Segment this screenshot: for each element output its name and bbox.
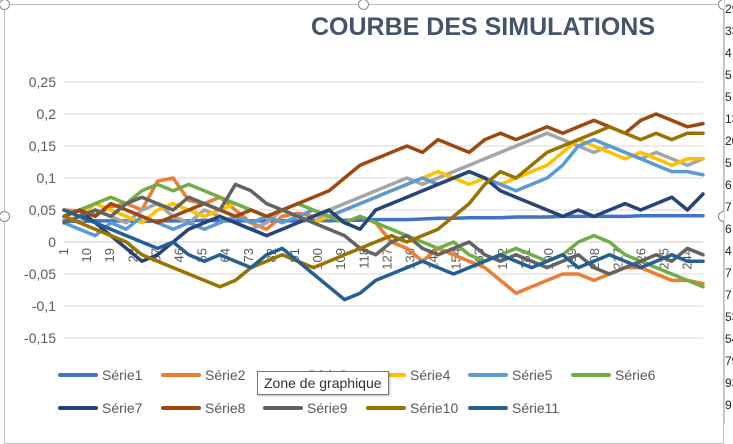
series-line-10[interactable] bbox=[62, 125, 705, 289]
x-tick-label: 73 bbox=[241, 248, 256, 262]
x-tick-label: 1 bbox=[56, 248, 71, 255]
chart-area-tooltip: Zone de graphique bbox=[257, 371, 389, 395]
sheet-cell-fragment: 13 bbox=[725, 112, 733, 126]
sheet-cell-fragment: 9 bbox=[725, 398, 732, 412]
legend-item-11[interactable]: Série11 bbox=[468, 400, 559, 416]
legend-label: Série5 bbox=[512, 367, 553, 383]
y-axis-ticks: 0,25 0,2 0,15 0,1 0,05 0 -0,05 -0,1 -0,15 bbox=[24, 74, 56, 346]
x-tick-label: 127 bbox=[379, 248, 394, 270]
legend-item-8[interactable]: Série8 bbox=[161, 400, 246, 416]
legend-label: Série4 bbox=[410, 367, 451, 383]
sheet-cell-fragment: 33 bbox=[725, 24, 733, 38]
spreadsheet-column-strip: 29 33 4 5 5 13 20 5 6 7 6 4 7 7 53 54 79 93 9 bbox=[724, 0, 733, 424]
x-tick-label: 19 bbox=[102, 248, 117, 262]
sheet-cell-fragment: 29 bbox=[725, 2, 733, 16]
y-tick-label: 0,25 bbox=[29, 74, 56, 90]
legend-label: Série9 bbox=[307, 400, 348, 416]
y-tick-label: 0,2 bbox=[37, 106, 57, 122]
sheet-cell-fragment: 4 bbox=[725, 244, 732, 258]
legend-label: Série1 bbox=[102, 367, 143, 383]
sheet-cell-fragment: 93 bbox=[725, 376, 733, 390]
sheet-cell-fragment: 6 bbox=[725, 178, 732, 192]
sheet-cell-fragment: 79 bbox=[725, 354, 733, 368]
series-line-11[interactable] bbox=[62, 208, 705, 302]
legend-item-2[interactable]: Série2 bbox=[161, 367, 246, 383]
sheet-cell-fragment: 54 bbox=[725, 332, 733, 346]
sheet-cell-fragment: 5 bbox=[725, 68, 732, 82]
resize-handle-top-left[interactable] bbox=[0, 0, 10, 10]
legend-label: Série6 bbox=[615, 367, 656, 383]
legend-label: Série11 bbox=[512, 400, 559, 416]
legend-label: Série7 bbox=[102, 400, 143, 416]
series-line-8[interactable] bbox=[62, 112, 705, 225]
chart-area[interactable]: COURBE DES SIMULATIONS 0,25 0,2 0,15 0,1 0,0… bbox=[0, 0, 733, 424]
y-tick-label: 0,1 bbox=[37, 170, 57, 186]
series-line-9[interactable] bbox=[62, 182, 705, 276]
sheet-cell-fragment: 53 bbox=[725, 310, 733, 324]
sheet-cell-fragment: 7 bbox=[725, 266, 732, 280]
legend-item-9[interactable]: Série9 bbox=[263, 400, 348, 416]
sheet-cell-fragment: 7 bbox=[725, 200, 732, 214]
chart-title[interactable]: COURBE DES SIMULATIONS bbox=[311, 13, 655, 41]
series-lines bbox=[62, 112, 705, 302]
sheet-cell-fragment: 5 bbox=[725, 156, 732, 170]
legend-item-5[interactable]: Série5 bbox=[468, 367, 553, 383]
y-tick-label: 0 bbox=[48, 234, 56, 250]
sheet-cell-fragment: 4 bbox=[725, 46, 732, 60]
legend-item-6[interactable]: Série6 bbox=[571, 367, 656, 383]
series-line-3[interactable] bbox=[62, 131, 705, 231]
y-tick-label: -0,1 bbox=[32, 298, 56, 314]
sheet-cell-fragment: 20 bbox=[725, 134, 733, 148]
legend-label: Série8 bbox=[205, 400, 246, 416]
legend-item-1[interactable]: Série1 bbox=[58, 367, 143, 383]
y-tick-label: 0,05 bbox=[29, 202, 56, 218]
legend-item-10[interactable]: Série10 bbox=[366, 400, 458, 416]
sheet-cell-fragment: 7 bbox=[725, 288, 732, 302]
series-line-6[interactable] bbox=[62, 182, 705, 289]
y-tick-label: -0,15 bbox=[24, 330, 56, 346]
legend-label: Série2 bbox=[205, 367, 246, 383]
x-tick-label: 10 bbox=[79, 248, 94, 262]
resize-handle-middle-left[interactable] bbox=[0, 211, 10, 222]
legend-item-7[interactable]: Série7 bbox=[58, 400, 143, 416]
series-line-5[interactable] bbox=[62, 137, 705, 238]
y-tick-label: -0,05 bbox=[24, 266, 56, 282]
line-chart[interactable]: COURBE DES SIMULATIONS 0,25 0,2 0,15 0,1 0,0… bbox=[0, 0, 733, 424]
sheet-cell-fragment: 5 bbox=[725, 90, 732, 104]
legend-label: Série10 bbox=[410, 400, 458, 416]
sheet-cell-fragment: 6 bbox=[725, 222, 732, 236]
series-line-2[interactable] bbox=[62, 176, 705, 295]
y-tick-label: 0,15 bbox=[29, 138, 56, 154]
resize-handle-top-middle[interactable] bbox=[358, 0, 369, 10]
